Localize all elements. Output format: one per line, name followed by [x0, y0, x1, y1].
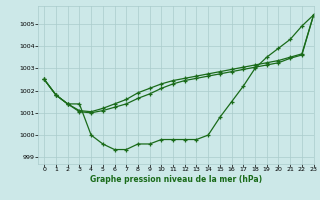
X-axis label: Graphe pression niveau de la mer (hPa): Graphe pression niveau de la mer (hPa): [90, 175, 262, 184]
